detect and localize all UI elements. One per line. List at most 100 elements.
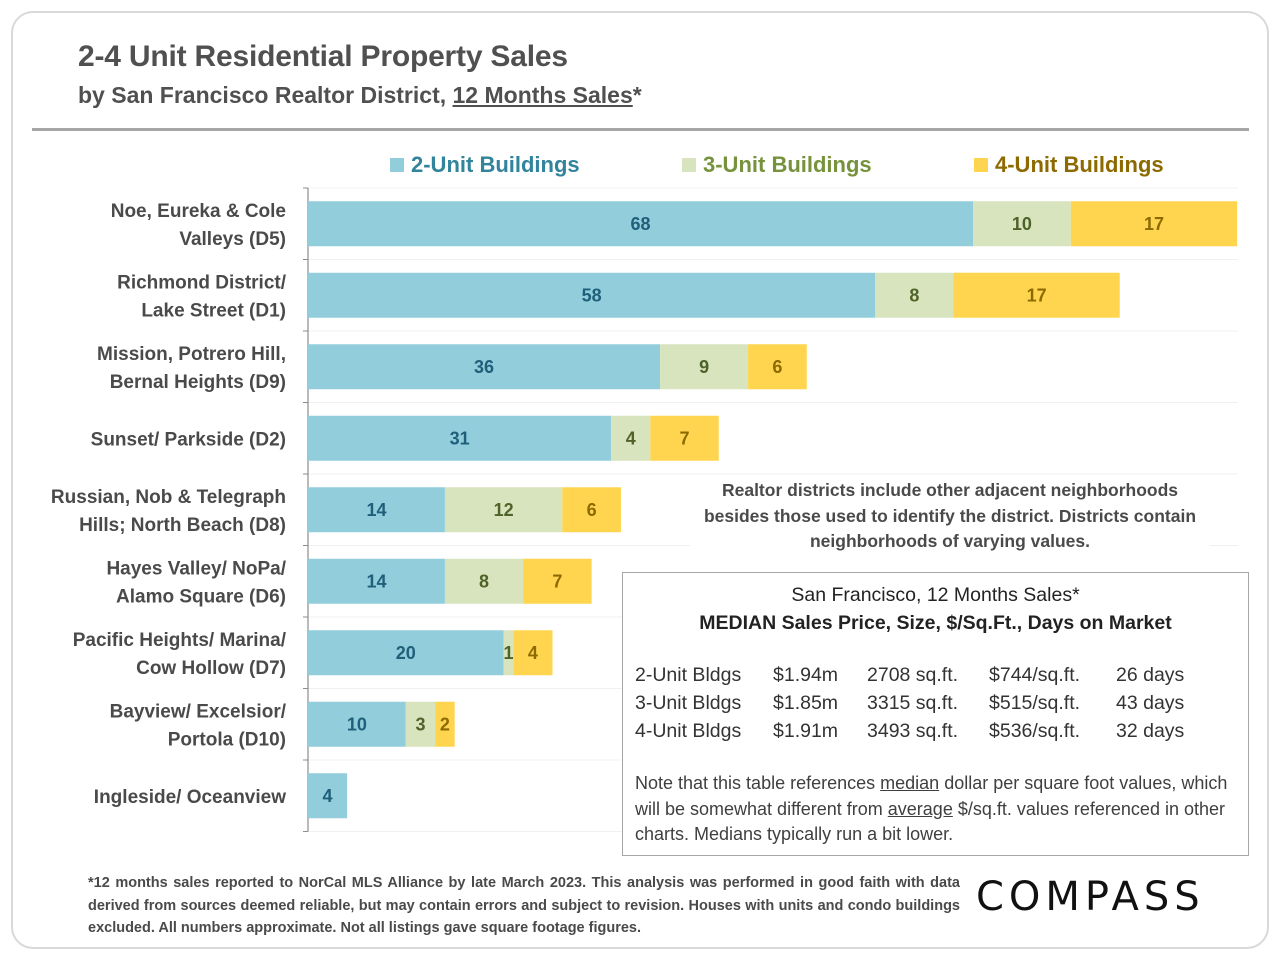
bar-4-unit — [435, 701, 455, 747]
bar-value-label: 3 — [415, 714, 425, 734]
stats-size: 2708 sq.ft. — [867, 664, 959, 686]
bar-value-label: 58 — [582, 285, 602, 305]
stats-ppsf: $536/sq.ft. — [989, 720, 1081, 742]
bar-value-label: 4 — [323, 786, 333, 806]
stats-size: 3315 sq.ft. — [867, 692, 959, 714]
median-note-average: average — [887, 798, 953, 819]
bar-2-unit — [308, 773, 348, 819]
subtitle-underlined: 12 Months Sales — [452, 82, 633, 108]
bar-4-unit — [562, 487, 621, 533]
bar-value-label: 12 — [494, 500, 514, 520]
category-label-line: Noe, Eureka & Cole — [111, 201, 286, 222]
bar-value-label: 68 — [631, 214, 651, 234]
stats-price: $1.85m — [773, 692, 839, 714]
median-note-part2: dollar per square foot values, which wil… — [635, 773, 1228, 819]
category-label-line: Cow Hollow (D7) — [136, 658, 286, 679]
category-label-line: Bayview/ Excelsior/ — [110, 701, 287, 722]
category-label-line: Russian, Nob & Telegraph — [51, 487, 286, 508]
bar-2-unit — [308, 558, 445, 604]
category-label: Sunset/ Parkside (D2) — [91, 429, 286, 450]
median-box-title: San Francisco, 12 Months Sales* MEDIAN S… — [623, 581, 1248, 637]
stats-row: 2-Unit Bldgs $1.94m 2708 sq.ft. $744/sq.… — [635, 661, 1184, 689]
stats-row: 4-Unit Bldgs $1.91m 3493 sq.ft. $536/sq.… — [635, 717, 1184, 745]
category-label-line: Hayes Valley/ NoPa/ — [106, 558, 286, 579]
bar-value-label: 4 — [626, 428, 636, 448]
y-axis — [303, 187, 309, 832]
bar-3-unit — [503, 630, 514, 676]
category-label: Hayes Valley/ NoPa/Alamo Square (D6) — [106, 558, 286, 607]
legend-item-2-unit: 2-Unit Buildings — [390, 152, 580, 178]
bar-value-label: 9 — [699, 357, 709, 377]
legend-label-4-unit: 4-Unit Buildings — [995, 152, 1164, 177]
stats-type: 4-Unit Bldgs — [635, 720, 742, 742]
category-label-line: Lake Street (D1) — [141, 300, 286, 321]
stats-ppsf: $744/sq.ft. — [989, 664, 1081, 686]
stats-dom: 26 days — [1116, 664, 1185, 686]
category-label-line: Portola (D10) — [168, 729, 286, 750]
compass-logo: COMPASS — [976, 874, 1205, 920]
stats-type: 2-Unit Bldgs — [635, 664, 742, 686]
bar-4-unit — [513, 630, 553, 676]
bar-3-unit — [973, 201, 1071, 247]
bar-2-unit — [308, 201, 974, 247]
legend-label-3-unit: 3-Unit Buildings — [703, 152, 872, 177]
bar-3-unit — [444, 558, 524, 604]
bar-value-label: 10 — [1012, 214, 1032, 234]
category-label-line: Bernal Heights (D9) — [110, 372, 286, 393]
stats-type: 3-Unit Bldgs — [635, 692, 742, 714]
bar-4-unit — [748, 344, 807, 390]
bar-value-label: 14 — [366, 500, 386, 520]
bar-2-unit — [308, 272, 876, 318]
bar-2-unit — [308, 487, 445, 533]
category-label: Bayview/ Excelsior/Portola (D10) — [110, 701, 287, 750]
subtitle-prefix: by San Francisco Realtor District, — [78, 82, 453, 108]
bar-3-unit — [444, 487, 563, 533]
district-note: Realtor districts include other adjacent… — [690, 478, 1210, 555]
category-label: Noe, Eureka & Cole Valleys (D5) — [111, 201, 286, 250]
bar-value-label: 31 — [450, 428, 470, 448]
title-divider — [32, 128, 1249, 131]
legend-swatch-2-unit — [390, 158, 404, 172]
bar-2-unit — [308, 344, 661, 390]
subtitle-suffix: * — [632, 82, 642, 108]
bar-value-label: 36 — [474, 357, 494, 377]
bar-3-unit — [660, 344, 749, 390]
bar-3-unit — [611, 415, 651, 461]
legend-item-4-unit: 4-Unit Buildings — [974, 152, 1164, 178]
category-label-line: Alamo Square (D6) — [116, 586, 286, 607]
category-label-line: Richmond District/ — [117, 272, 287, 293]
category-labels: Noe, Eureka & Cole Valleys (D5) Richmond D… — [51, 201, 287, 808]
category-label-line: Valleys (D5) — [179, 229, 286, 250]
category-label-line: Hills; North Beach (D8) — [79, 515, 286, 536]
footnote: *12 months sales reported to NorCal MLS … — [88, 875, 960, 936]
bar-3-unit — [875, 272, 954, 318]
stats-size: 3493 sq.ft. — [867, 720, 959, 742]
bar-value-label: 1 — [503, 643, 513, 663]
bar-4-unit — [650, 415, 719, 461]
bar-value-label: 8 — [479, 571, 489, 591]
category-label-line: Ingleside/ Oceanview — [94, 787, 286, 808]
category-label: Richmond District/Lake Street (D1) — [117, 272, 287, 321]
legend-swatch-4-unit — [974, 158, 988, 172]
category-label-line: Mission, Potrero Hill, — [97, 344, 286, 365]
bar-4-unit — [953, 272, 1120, 318]
category-label: Pacific Heights/ Marina/Cow Hollow (D7) — [73, 630, 287, 679]
legend-swatch-3-unit — [682, 158, 696, 172]
bar-value-label: 10 — [347, 714, 367, 734]
bar-4-unit — [1070, 201, 1238, 247]
median-note: Note that this table references median d… — [635, 771, 1245, 848]
median-box-title-line1: San Francisco, 12 Months Sales* — [791, 584, 1080, 606]
bar-value-label: 4 — [528, 643, 538, 663]
bar-2-unit — [308, 630, 504, 676]
category-label: Ingleside/ Oceanview — [94, 787, 286, 808]
bar-value-label: 14 — [366, 571, 386, 591]
category-label: Russian, Nob & Telegraph Hills; North Bea… — [51, 487, 286, 536]
category-label-line: Pacific Heights/ Marina/ — [73, 630, 287, 651]
chart-title: 2-4 Unit Residential Property Sales — [78, 40, 568, 73]
median-note-median: median — [880, 773, 940, 793]
bar-value-label: 7 — [680, 428, 690, 448]
median-note-part3: $/sq.ft. values referenced in other char… — [635, 798, 1225, 845]
legend-item-3-unit: 3-Unit Buildings — [682, 152, 872, 178]
stats-dom: 32 days — [1116, 720, 1185, 742]
